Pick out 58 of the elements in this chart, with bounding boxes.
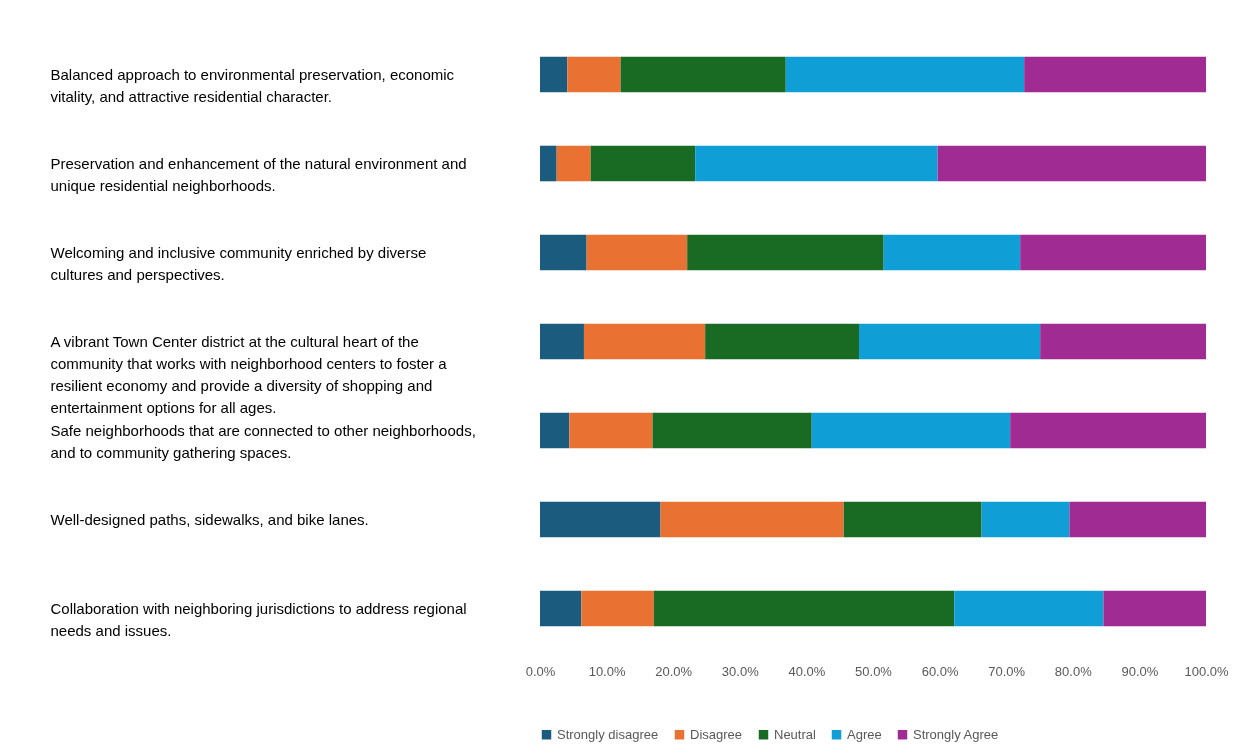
bar [540,234,587,271]
x-tick-label: 80.0% [1054,663,1093,679]
x-tick-label: 20.0% [655,663,693,679]
y-tick-label: Collaboration with neighboring jurisdictions to address regional needs and issues. [50,599,467,639]
bar [586,234,688,271]
bar [859,323,1041,360]
x-tick-label: 60.0% [921,663,959,679]
x-tick-label: 0.0% [525,663,556,679]
y-tick-label: Well-designed paths, sidewalks, and bike lanes. [50,510,369,528]
legend-label: Agree [847,726,882,742]
bar [954,590,1104,627]
bar [1103,590,1206,627]
x-tick-label: 100.0% [1184,663,1229,679]
bar [590,145,696,182]
bar [540,56,568,93]
x-tick-label: 30.0% [721,663,760,679]
bar [660,501,844,538]
bar [540,145,557,182]
y-tick-label: Safe neighborhoods that are connected to other neighborhoods, and to community gathering spaces. [50,421,476,461]
bar [583,323,706,360]
bar [1069,501,1206,538]
y-tick-label: Preservation and enhancement of the natural environment and unique residential neighborhoods. [50,154,467,194]
x-tick-label: 70.0% [988,663,1026,679]
legend-label: Strongly Agree [913,726,999,742]
bar [883,234,1021,271]
bar [540,323,584,360]
bar [620,56,786,93]
bar [540,501,661,538]
y-tick-label: A vibrant Town Center district at the cultural heart of the community that works with neighborhood centers to foster a resilient economy and provide a diversity of shopping and entertainment options for all ages. [50,332,448,416]
bar [981,501,1070,538]
legend-label: Strongly disagree [557,726,659,742]
x-tick-label: 40.0% [788,663,826,679]
bar [569,412,653,449]
x-tick-label: 50.0% [855,663,893,679]
bar [652,412,812,449]
y-tick-label: Balanced approach to environmental preservation, economic vitality, and attractive residential character. [50,65,455,105]
bar [811,412,1011,449]
x-tick-label: 90.0% [1121,663,1159,679]
bar [653,590,955,627]
x-tick-label: 10.0% [588,663,626,679]
bar [1024,56,1206,93]
bar [687,234,884,271]
bar [540,412,570,449]
y-tick-label: Welcoming and inclusive community enriched by diverse cultures and perspectives. [50,243,427,283]
bar [1040,323,1206,360]
legend-label: Neutral [774,726,817,742]
bar [937,145,1206,182]
bar [1010,412,1206,449]
legend-label: Disagree [690,726,743,742]
bar [581,590,654,627]
bar [843,501,982,538]
bar [785,56,1025,93]
bar [705,323,860,360]
bar [567,56,621,93]
bar [540,590,582,627]
bar [695,145,938,182]
bar [1020,234,1206,271]
bar [556,145,591,182]
